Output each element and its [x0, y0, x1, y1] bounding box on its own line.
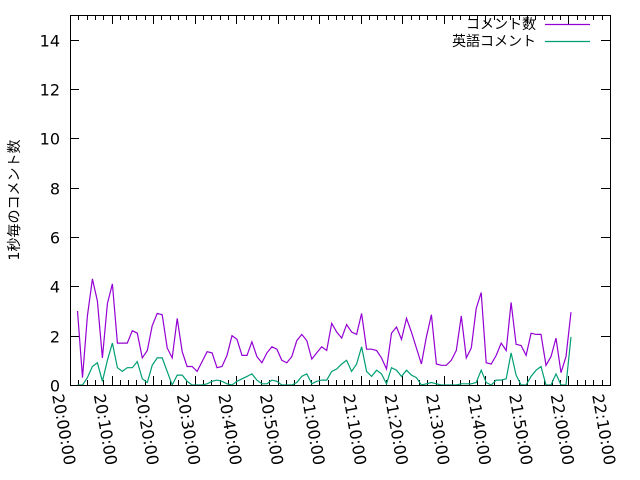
y-axis-label-group: 1秒毎のコメント数: [7, 140, 23, 261]
x-tick-label-group: 20:40:00: [214, 392, 245, 466]
x-tick-label: 22:10:00: [588, 392, 619, 466]
y-tick-label: 14: [40, 32, 60, 51]
x-tick-label-group: 21:30:00: [422, 392, 453, 466]
series-line-0: [76, 278, 572, 378]
x-tick-label-group: 21:10:00: [339, 392, 370, 466]
x-tick-label-group: 21:20:00: [381, 392, 412, 466]
x-tick-label: 21:00:00: [297, 392, 328, 466]
legend-label: 英語コメント: [452, 33, 536, 50]
x-tick-label: 20:10:00: [90, 392, 121, 466]
plot-border: [70, 15, 611, 386]
x-tick-label: 21:50:00: [505, 392, 536, 466]
x-tick-label: 20:30:00: [173, 392, 204, 466]
y-tick-label: 8: [50, 180, 60, 199]
x-tick-label-group: 20:30:00: [173, 392, 204, 466]
x-tick-label: 20:20:00: [131, 392, 162, 466]
x-tick-label-group: 21:50:00: [505, 392, 536, 466]
legend-label: コメント数: [466, 17, 536, 33]
x-tick-label: 21:20:00: [381, 392, 412, 466]
x-tick-label-group: 22:10:00: [588, 392, 619, 466]
x-tick-label: 20:00:00: [48, 392, 79, 466]
y-tick-label: 0: [50, 377, 60, 396]
x-tick-label: 21:40:00: [464, 392, 495, 466]
x-tick-label-group: 22:00:00: [547, 392, 578, 466]
x-tick-label: 21:30:00: [422, 392, 453, 466]
y-tick-label: 12: [40, 81, 60, 100]
y-tick-label: 2: [50, 328, 60, 347]
x-tick-label-group: 20:00:00: [48, 392, 79, 466]
y-tick-label: 6: [50, 229, 60, 248]
x-tick-label: 22:00:00: [547, 392, 578, 466]
x-tick-label: 20:40:00: [214, 392, 245, 466]
series-lines: [76, 278, 572, 387]
x-tick-label-group: 21:00:00: [297, 392, 328, 466]
x-tick-label-group: 20:10:00: [90, 392, 121, 466]
x-tick-label: 21:10:00: [339, 392, 370, 466]
x-tick-label-group: 21:40:00: [464, 392, 495, 466]
series-line-1: [77, 336, 572, 387]
x-tick-label-group: 20:50:00: [256, 392, 287, 466]
y-tick-label: 4: [50, 278, 60, 297]
y-tick-label: 10: [40, 130, 60, 149]
axis-ticks: 0 2 4 6 8 10 12 14 20:00:00 20:10:00 20:20:00 20:30…: [40, 15, 619, 467]
y-axis-label: 1秒毎のコメント数: [7, 140, 23, 261]
x-tick-label: 20:50:00: [256, 392, 287, 466]
x-tick-label-group: 20:20:00: [131, 392, 162, 466]
